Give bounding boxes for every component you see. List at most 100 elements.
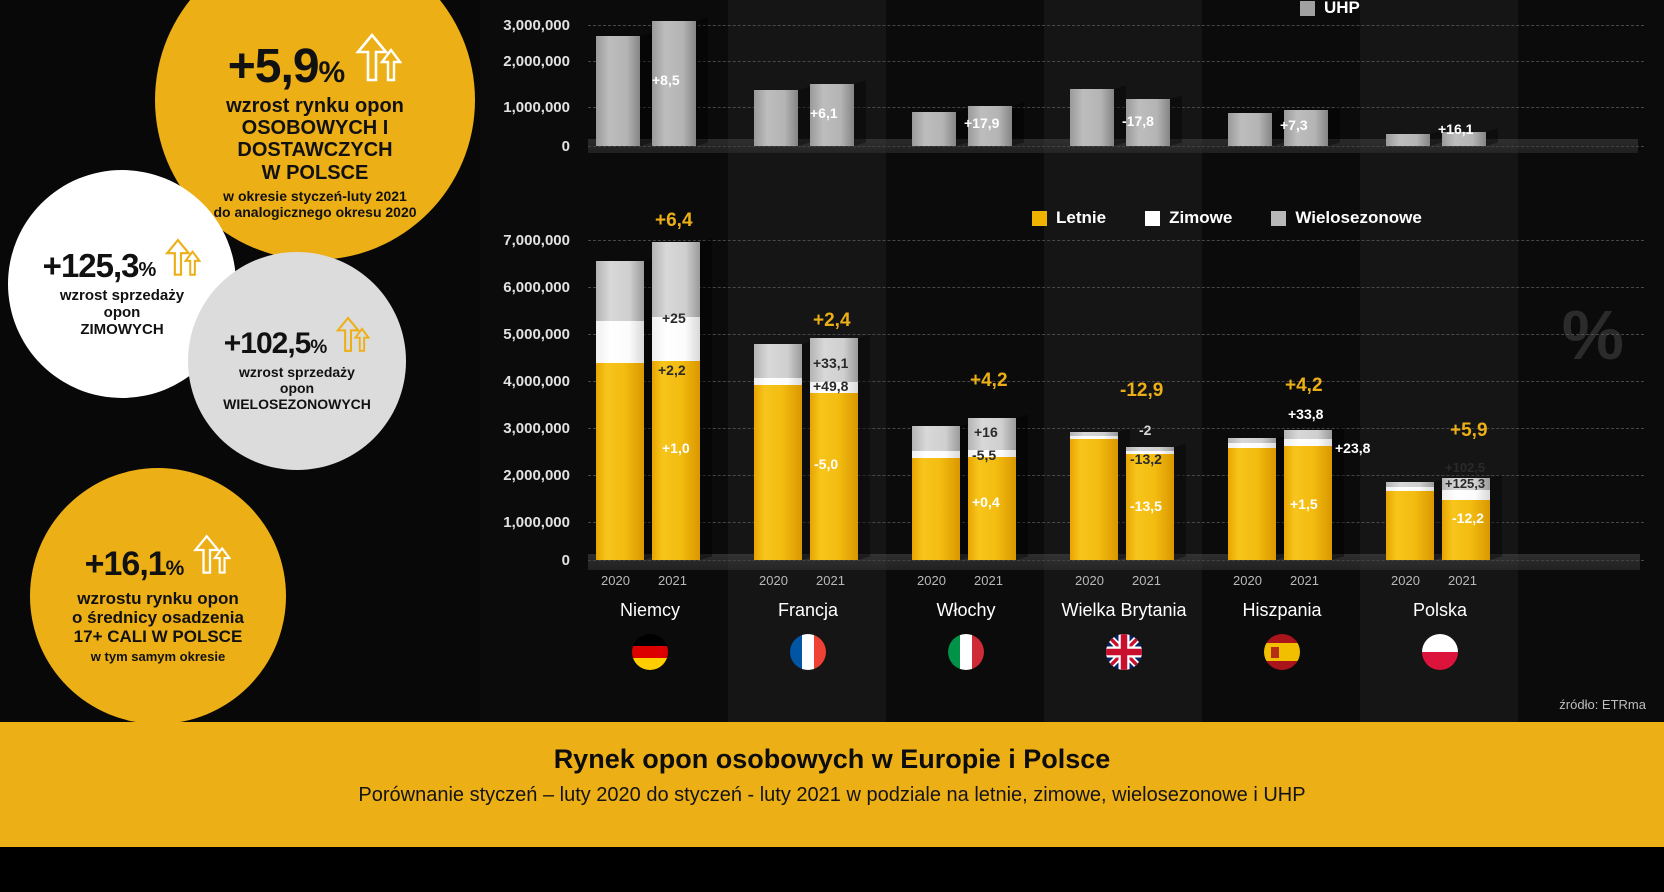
gridline (588, 334, 1644, 335)
bar-segment-label: +0,4 (972, 494, 1000, 510)
bar-segment-label: +33,1 (813, 355, 849, 371)
uhp-bar (596, 32, 652, 147)
bubble-winter-line1: wzrost sprzedaży (59, 287, 185, 305)
uhp-ytick: 1,000,000 (503, 99, 570, 116)
uhp-bar-label: +17,9 (964, 115, 1000, 131)
group-total-label: -12,9 (1120, 380, 1164, 401)
gridline (588, 61, 1644, 62)
group-total-label: +5,9 (1450, 420, 1488, 441)
segments-chart: Letnie Zimowe Wielosezonowe 7,000,000 6,… (480, 200, 1664, 700)
uhp-ytick: 2,000,000 (503, 53, 570, 70)
bar-segment-label: +33,8 (1288, 406, 1324, 422)
bar-segment-label: +23,8 (1335, 440, 1371, 456)
bar-segment-label: +125,3 (1445, 476, 1486, 491)
uhp-chart: 3,000,000 2,000,000 1,000,000 0 UHP (480, 0, 1664, 175)
country-label-hiszpania: Hiszpania (1242, 600, 1322, 620)
bar-segment-label: -5,5 (972, 447, 997, 463)
bar-segment-label: +1,0 (662, 440, 690, 456)
bubble-rim17-note: w tym samym okresie (90, 649, 226, 665)
footer-spacer (0, 847, 1664, 892)
legend-label-wielosezonowe: Wielosezonowe (1295, 208, 1422, 227)
seg-ytick: 7,000,000 (503, 232, 570, 249)
bubble-main-percent: % (318, 55, 346, 89)
segments-bar (912, 422, 972, 560)
legend-swatch-wielosezonowe (1271, 210, 1287, 226)
segments-bar (754, 340, 814, 560)
uhp-bar (912, 108, 968, 146)
legend-swatch-letnie (1032, 210, 1047, 226)
x-year-label: 2020 (917, 573, 946, 588)
seg-ytick: 2,000,000 (503, 467, 570, 484)
bubble-rim17-line2: o średnicy osadzenia (72, 608, 244, 628)
seg-ytick: 6,000,000 (503, 279, 570, 296)
bar-segment-label: +1,5 (1290, 496, 1318, 512)
x-year-label: 2020 (601, 573, 630, 588)
bubble-allseason-line1: wzrost sprzedaży (239, 364, 355, 381)
bubble-main-line1: wzrost rynku opon (226, 94, 404, 117)
flag-uk-icon (1106, 634, 1142, 670)
bar-segment-label: +49,8 (813, 378, 849, 394)
gridline (588, 428, 1644, 429)
uhp-bar (810, 80, 866, 146)
group-total-label: +6,4 (655, 210, 693, 231)
bar-segment-label: -13,2 (1130, 451, 1162, 467)
bar-segment-label: -12,2 (1452, 510, 1484, 526)
bubble-rim17-percent: % (165, 557, 185, 581)
bubble-rim17-line1: wzrostu rynku opon (77, 589, 239, 609)
bottom-banner: Rynek opon osobowych w Europie i Polsce … (0, 722, 1664, 847)
country-label-polska: Polska (1412, 600, 1468, 620)
bubble-winter-value: +125,3 (42, 247, 140, 285)
x-year-label: 2020 (1075, 573, 1104, 588)
banner-title: Rynek opon osobowych w Europie i Polsce (553, 744, 1111, 774)
x-year-label: 2021 (816, 573, 845, 588)
group-total-label: +4,2 (1285, 375, 1323, 396)
x-year-label: 2021 (658, 573, 687, 588)
up-arrows-icon (332, 315, 371, 359)
bubble-allseason-line3: WIELOSEZONOWYCH (223, 395, 371, 412)
segments-bar (652, 238, 712, 560)
uhp-bar-label: +8,5 (652, 72, 680, 88)
x-year-label: 2021 (1448, 573, 1477, 588)
uhp-ytick: 3,000,000 (503, 17, 570, 34)
legend-label-letnie: Letnie (1056, 208, 1107, 227)
group-total-label: +2,4 (813, 310, 851, 331)
seg-ytick: 1,000,000 (503, 514, 570, 531)
bubble-main-note1: w okresie styczeń-luty 2021 (223, 188, 407, 205)
seg-ytick: 0 (561, 552, 570, 569)
legend-label-uhp: UHP (1324, 0, 1360, 17)
gridline (588, 25, 1644, 26)
uhp-legend: UHP (1300, 0, 1360, 18)
flag-poland-icon (1422, 634, 1458, 670)
segments-bar (968, 414, 1028, 560)
column-band (1360, 0, 1518, 722)
bubble-allseason-percent: % (310, 337, 327, 359)
bubble-allseason-growth: +102,5% wzrost sprzedaży opon WIELOSEZON… (188, 252, 406, 470)
uhp-bar (1228, 109, 1284, 146)
gridline (588, 287, 1644, 288)
bubble-rim17-growth: +16,1% wzrostu rynku opon o średnicy osa… (30, 468, 286, 724)
seg-ytick: 5,000,000 (503, 326, 570, 343)
x-year-label: 2021 (1132, 573, 1161, 588)
gridline (588, 107, 1644, 108)
uhp-bar (1386, 130, 1442, 146)
segments-bar (1386, 478, 1446, 560)
bar-segment-label: -2 (1139, 422, 1152, 438)
uhp-bar-label: +6,1 (810, 105, 838, 121)
segments-bar (810, 334, 870, 560)
bar-segment-label: -5,0 (814, 456, 839, 472)
up-arrows-icon (350, 32, 403, 91)
bubble-winter-line2: opon (103, 304, 141, 322)
uhp-ytick: 0 (561, 138, 570, 155)
bar-segment-label: -13,5 (1130, 498, 1162, 514)
bubble-winter-percent: % (138, 259, 157, 282)
legend-swatch-zimowe (1145, 210, 1161, 226)
country-label-francja: Francja (777, 600, 839, 620)
seg-ytick: 4,000,000 (503, 373, 570, 390)
segments-bar (596, 257, 656, 560)
bar-segment-label: +16 (974, 424, 998, 440)
country-label-wlochy: Włochy (936, 600, 996, 620)
bar-segment-label: +102,5 (1445, 460, 1486, 475)
legend-label-zimowe: Zimowe (1169, 208, 1233, 227)
uhp-bar (1284, 106, 1340, 146)
segments-legend: Letnie Zimowe Wielosezonowe (1032, 208, 1422, 228)
